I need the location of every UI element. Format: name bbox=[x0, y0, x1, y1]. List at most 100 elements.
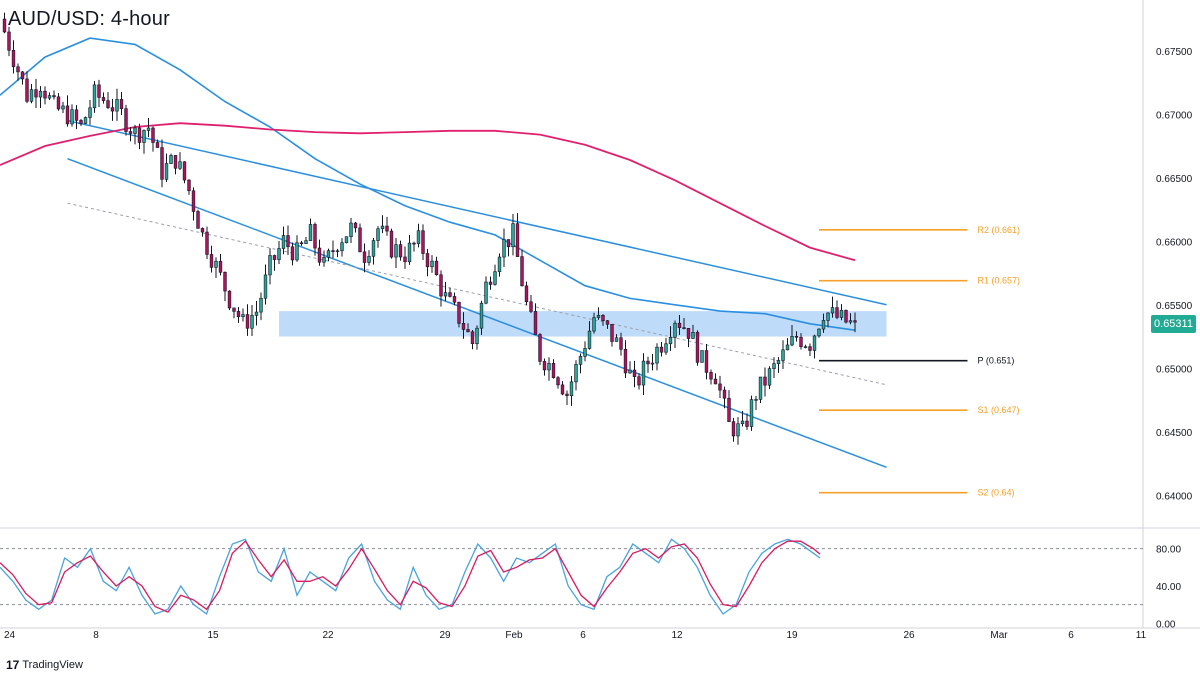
candle-body bbox=[196, 211, 200, 229]
candle-body bbox=[461, 323, 466, 330]
candle-body bbox=[407, 242, 412, 263]
candle-body bbox=[434, 260, 439, 276]
price-axis[interactable]: 0.67500 0.67000 0.66500 0.66000 0.65500 0.650… bbox=[1156, 47, 1193, 502]
price-tick-label: 0.64500 bbox=[1156, 428, 1193, 439]
candle-body bbox=[560, 384, 565, 395]
candle-body bbox=[529, 301, 533, 312]
candle-body bbox=[569, 381, 574, 396]
candle-body bbox=[331, 250, 335, 252]
candle-body bbox=[853, 320, 857, 323]
candle-body bbox=[547, 362, 551, 371]
candle-body bbox=[232, 307, 236, 312]
candle-body bbox=[425, 253, 430, 268]
candle-body bbox=[403, 256, 407, 263]
candle-body bbox=[245, 314, 250, 329]
candle-body bbox=[322, 257, 326, 263]
candle-body bbox=[241, 314, 245, 318]
candle-body bbox=[574, 364, 578, 383]
candle-body bbox=[11, 49, 16, 68]
candle-body bbox=[673, 322, 677, 338]
candle-body bbox=[398, 244, 403, 258]
candle-body bbox=[587, 330, 592, 349]
candle-body bbox=[520, 256, 524, 287]
candle-body bbox=[740, 420, 745, 425]
time-tick-label: 6 bbox=[1068, 630, 1074, 641]
candle-body bbox=[583, 348, 587, 357]
candle-body bbox=[533, 311, 538, 335]
candle-body bbox=[160, 147, 164, 180]
candle-body bbox=[29, 89, 34, 102]
candle-body bbox=[763, 376, 767, 386]
pivot-level-label: S1 (0.647) bbox=[978, 405, 1020, 415]
candle-body bbox=[70, 109, 74, 125]
candle-body bbox=[380, 225, 385, 230]
last-price-badge: 0.65311 bbox=[1151, 315, 1196, 333]
candle-body bbox=[794, 335, 799, 338]
price-tick-label: 0.65500 bbox=[1156, 301, 1193, 312]
candle-body bbox=[749, 399, 754, 427]
candle-body bbox=[565, 393, 569, 396]
candle-body bbox=[781, 349, 785, 361]
time-axis[interactable]: 24 8 15 22 29 Feb 6 12 19 26 Mar 6 11 bbox=[4, 630, 1147, 641]
candle-body bbox=[236, 311, 241, 318]
brand-name: TradingView bbox=[22, 659, 83, 671]
candle-body bbox=[452, 296, 457, 303]
candles bbox=[2, 12, 857, 445]
candle-body bbox=[745, 420, 749, 427]
candle-body bbox=[299, 242, 304, 245]
candle-body bbox=[556, 377, 560, 386]
candle-body bbox=[200, 228, 205, 233]
candle-body bbox=[268, 255, 272, 276]
candle-body bbox=[34, 89, 38, 98]
candle-body bbox=[182, 161, 187, 181]
price-tick-label: 0.66000 bbox=[1156, 237, 1193, 248]
candle-body bbox=[497, 256, 502, 272]
candle-body bbox=[542, 361, 547, 371]
time-tick-label: 12 bbox=[671, 630, 683, 641]
candle-body bbox=[826, 312, 830, 321]
candle-body bbox=[664, 343, 668, 353]
candle-body bbox=[484, 281, 488, 304]
candle-body bbox=[817, 328, 821, 337]
channel-upper-line bbox=[67, 119, 887, 306]
price-tick-label: 0.65000 bbox=[1156, 364, 1193, 375]
tradingview-logo-icon: 17 bbox=[6, 658, 20, 672]
candle-body bbox=[691, 332, 695, 339]
candle-body bbox=[790, 335, 794, 346]
candle-body bbox=[488, 281, 493, 285]
pivot-levels: R2 (0.661) R1 (0.657) P (0.651) S1 (0.647) S… bbox=[819, 225, 1020, 498]
candle-body bbox=[124, 108, 128, 132]
candle-body bbox=[83, 117, 88, 124]
candle-body bbox=[128, 131, 133, 134]
candle-body bbox=[187, 179, 191, 192]
moving-averages bbox=[0, 37, 856, 331]
stoch-d-line bbox=[0, 540, 821, 613]
candle-body bbox=[52, 95, 56, 98]
candle-body bbox=[767, 368, 772, 386]
candle-body bbox=[308, 224, 313, 241]
candle-body bbox=[173, 155, 178, 169]
candle-body bbox=[119, 99, 124, 109]
candle-body bbox=[65, 105, 70, 125]
candle-body bbox=[772, 363, 776, 369]
resistance-zone bbox=[279, 311, 887, 337]
candle-body bbox=[430, 260, 434, 268]
tradingview-brand[interactable]: 17 TradingView bbox=[6, 658, 83, 672]
candle-body bbox=[713, 378, 718, 385]
candle-body bbox=[209, 254, 214, 268]
candle-body bbox=[155, 142, 160, 148]
candle-body bbox=[659, 346, 664, 353]
candle-body bbox=[619, 337, 623, 350]
candle-body bbox=[682, 327, 686, 329]
candle-body bbox=[655, 346, 659, 364]
candle-body bbox=[695, 332, 700, 363]
candle-body bbox=[47, 95, 52, 99]
candle-body bbox=[385, 225, 389, 232]
grid bbox=[0, 0, 1200, 629]
candle-body bbox=[835, 307, 839, 318]
candle-body bbox=[286, 235, 290, 248]
candle-body bbox=[844, 309, 848, 323]
candle-body bbox=[515, 223, 520, 257]
